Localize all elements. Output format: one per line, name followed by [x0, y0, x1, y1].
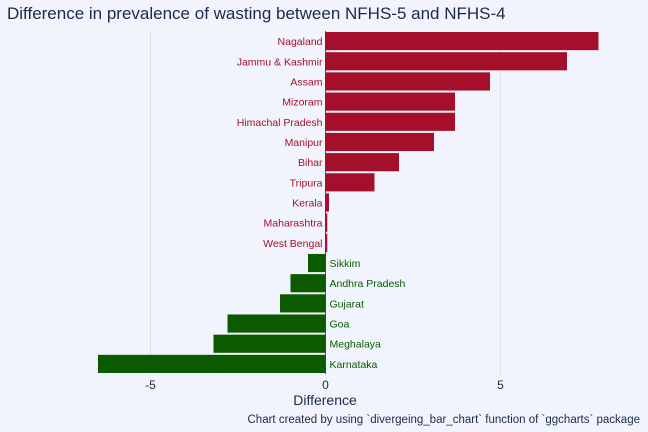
category-label: Gujarat — [330, 298, 365, 310]
x-tick-labels: -5 0 5 — [145, 378, 504, 392]
category-label: Goa — [330, 319, 350, 331]
bar-bihar — [325, 153, 399, 172]
bar-gujarat — [280, 294, 326, 313]
category-label: Jammu & Kashmir — [237, 56, 323, 68]
category-label: Himachal Pradesh — [237, 117, 323, 129]
category-label: Tripura — [290, 177, 323, 189]
bar-karnataka — [98, 354, 326, 373]
bar-manipur — [325, 132, 434, 152]
category-label: Bihar — [298, 157, 323, 169]
category-label: Nagaland — [278, 36, 323, 48]
category-label: Maharashtra — [264, 218, 323, 230]
category-label: Mizoram — [282, 97, 323, 109]
bar-assam — [325, 72, 490, 91]
category-label: Andhra Pradesh — [330, 278, 406, 290]
bar-himachal-pradesh — [325, 112, 455, 131]
chart-caption: Chart created by using `divergeing_bar_c… — [248, 414, 641, 426]
x-tick-label: 0 — [322, 378, 329, 392]
category-label: Meghalaya — [330, 339, 382, 351]
chart-title: Difference in prevalence of wasting betw… — [7, 4, 506, 23]
bar-kerala — [325, 193, 329, 212]
bar-nagaland — [325, 32, 599, 51]
bar-sikkim — [308, 253, 326, 273]
bars — [98, 31, 599, 374]
bar-meghalaya — [213, 334, 326, 353]
x-tick-label: -5 — [145, 378, 156, 392]
bar-tripura — [325, 173, 375, 192]
category-label: Kerala — [292, 198, 323, 210]
bar-mizoram — [325, 92, 455, 111]
x-tick-label: 5 — [497, 378, 504, 392]
gridlines — [150, 31, 501, 374]
bar-andhra-pradesh — [290, 274, 326, 293]
bar-jammu-kashmir — [325, 52, 567, 71]
category-label: Karnataka — [330, 359, 378, 371]
category-label: Sikkim — [330, 258, 361, 270]
category-label: West Bengal — [263, 238, 322, 250]
bar-maharashtra — [325, 213, 328, 232]
category-label: Manipur — [285, 137, 323, 149]
bar-west-bengal — [325, 233, 328, 252]
bar-goa — [227, 314, 326, 333]
category-labels: Nagaland Jammu & Kashmir Assam Mizoram Himac… — [237, 36, 406, 371]
x-axis-title: Difference — [293, 392, 357, 408]
category-label: Assam — [290, 76, 322, 88]
